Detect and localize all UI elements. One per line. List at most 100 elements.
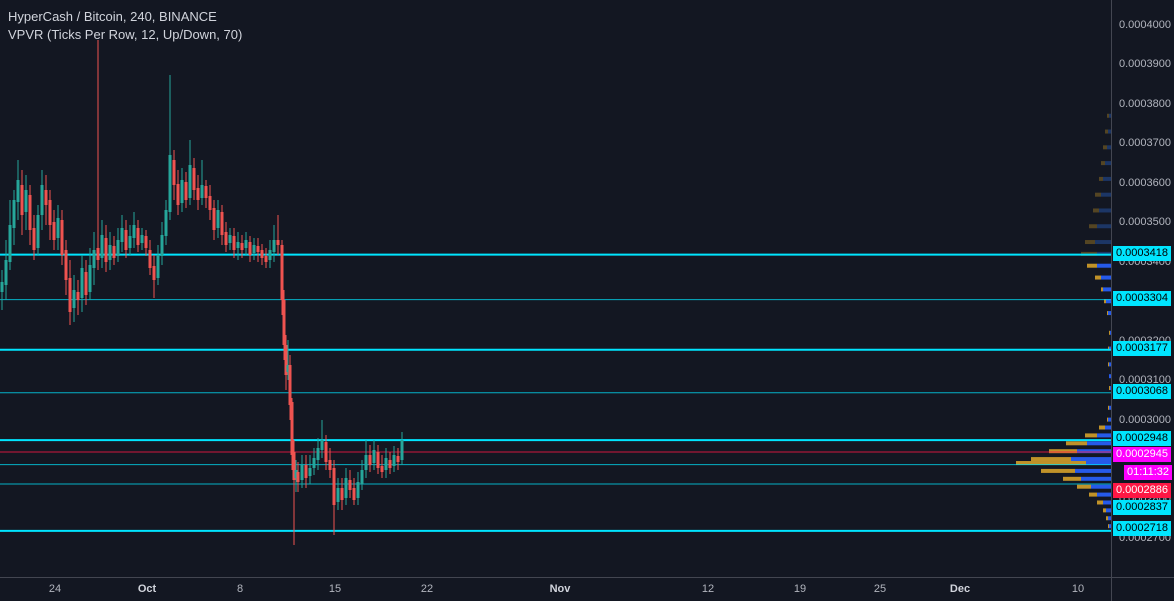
volume-profile-bar-down xyxy=(1107,311,1108,316)
price-tick-label: 0.0003600 xyxy=(1119,176,1171,189)
current-price-label: 0.0002886 xyxy=(1113,483,1171,498)
symbol-legend[interactable]: HyperCash / Bitcoin, 240, BINANCE xyxy=(8,9,217,24)
candle-body xyxy=(344,478,348,498)
indicator-legend[interactable]: VPVR (Ticks Per Row, 12, Up/Down, 70) xyxy=(8,27,243,42)
candle-body xyxy=(116,240,120,256)
candle-body xyxy=(124,230,128,250)
volume-profile-bar-up xyxy=(1097,433,1111,438)
candle-body xyxy=(188,165,192,198)
volume-profile-bar-down xyxy=(1099,176,1103,181)
candle-body xyxy=(396,456,400,462)
candle-body xyxy=(168,155,172,212)
volume-profile-bar-up xyxy=(1103,287,1111,292)
candle-body xyxy=(286,365,290,372)
volume-profile-bar-down xyxy=(1108,362,1109,367)
volume-profile-bar-down xyxy=(1093,208,1099,213)
countdown-price-label: 01:11:32 xyxy=(1124,465,1173,480)
volume-profile-bar-down xyxy=(1085,433,1097,438)
candle-body xyxy=(44,190,48,205)
candle-body xyxy=(244,240,248,248)
time-tick-label: 22 xyxy=(420,583,434,595)
volume-profile-bar-down xyxy=(1109,330,1110,335)
candle-body xyxy=(320,440,324,450)
candle-body xyxy=(160,235,164,256)
candle-body xyxy=(282,300,286,345)
candle-body xyxy=(140,235,144,243)
candle-body xyxy=(300,465,304,480)
volume-profile-bar-down xyxy=(1041,468,1075,473)
candle-body xyxy=(80,268,84,298)
chart-pane[interactable]: HyperCash / Bitcoin, 240, BINANCE VPVR (… xyxy=(0,0,1111,577)
time-tick-label: Dec xyxy=(949,583,971,595)
candle-body xyxy=(276,240,280,245)
line-price-label: 0.0003418 xyxy=(1113,246,1171,261)
candle-body xyxy=(304,465,308,478)
volume-profile-bar-down xyxy=(1107,113,1109,118)
time-axis[interactable]: 24 Oct 8 15 22 Nov 12 19 25 Dec 10 xyxy=(0,577,1111,601)
candle-body xyxy=(256,246,260,252)
volume-profile-bar-down xyxy=(1103,508,1106,513)
candle-body xyxy=(204,186,208,198)
candle-body xyxy=(76,292,80,300)
candle-body xyxy=(248,242,252,255)
candle-body xyxy=(308,468,312,476)
price-chart[interactable] xyxy=(0,0,1111,577)
volume-profile-bar-up xyxy=(1099,208,1111,213)
line-price-label: 0.0002718 xyxy=(1113,521,1171,536)
volume-profile-bar-down xyxy=(1105,129,1108,134)
volume-profile-bar-down xyxy=(1106,516,1108,521)
candle-body xyxy=(4,260,8,285)
volume-profile-bar-down xyxy=(1108,524,1109,529)
candle-body xyxy=(36,215,40,248)
candle-body xyxy=(328,460,332,470)
line-price-label: 0.0003304 xyxy=(1113,291,1171,306)
volume-profile-bar-down xyxy=(1108,405,1109,410)
candle-body xyxy=(84,272,88,295)
candle-body xyxy=(360,470,364,484)
time-tick-label: 8 xyxy=(236,583,244,595)
line-price-label: 0.0003068 xyxy=(1113,384,1171,399)
candle-body xyxy=(280,245,284,300)
candle-body xyxy=(220,212,224,235)
volume-profile-bar-up xyxy=(1109,374,1111,379)
candle-body xyxy=(32,228,36,250)
volume-profile-bar-up xyxy=(1109,362,1111,367)
candle-body xyxy=(24,190,28,212)
candle-body xyxy=(268,250,272,260)
candle-body xyxy=(148,250,152,268)
volume-profile-bar-up xyxy=(1097,263,1111,268)
candle-body xyxy=(68,278,72,312)
candle-body xyxy=(108,245,112,260)
time-tick-label: 24 xyxy=(48,583,62,595)
volume-profile-bar-down xyxy=(1109,386,1110,391)
candle-body xyxy=(224,232,228,245)
volume-profile-bar-up xyxy=(1106,299,1111,304)
volume-profile-bar-up xyxy=(1108,311,1111,316)
candle-body xyxy=(40,185,44,215)
volume-profile-bar-up xyxy=(1081,476,1111,481)
candle-body xyxy=(132,225,136,238)
price-tick-label: 0.0003800 xyxy=(1119,97,1171,110)
candle-body xyxy=(48,200,52,225)
candle-body xyxy=(332,468,336,505)
candle-body xyxy=(294,470,298,478)
candle-body xyxy=(252,245,256,253)
price-axis[interactable]: 0.0004000 0.0003900 0.0003800 0.0003700 0.00… xyxy=(1111,0,1174,577)
volume-profile-bar-up xyxy=(1110,386,1111,391)
price-tick-label: 0.0003000 xyxy=(1119,413,1171,426)
candle-body xyxy=(180,180,184,203)
candle-body xyxy=(232,236,236,250)
candle-body xyxy=(324,442,328,462)
candle-body xyxy=(312,458,316,468)
candle-body xyxy=(64,250,68,280)
candle-body xyxy=(240,243,244,250)
time-tick-label: 15 xyxy=(328,583,342,595)
line-price-label: 0.0003177 xyxy=(1113,341,1171,356)
volume-profile-bar-up xyxy=(1071,457,1111,462)
candle-body xyxy=(368,455,372,465)
volume-profile-bar-up xyxy=(1109,524,1111,529)
volume-profile-bar-down xyxy=(1095,275,1101,280)
volume-profile-bar-up xyxy=(1108,129,1111,134)
volume-profile-bar-up xyxy=(1106,508,1111,513)
price-tick-label: 0.0003900 xyxy=(1119,58,1171,71)
